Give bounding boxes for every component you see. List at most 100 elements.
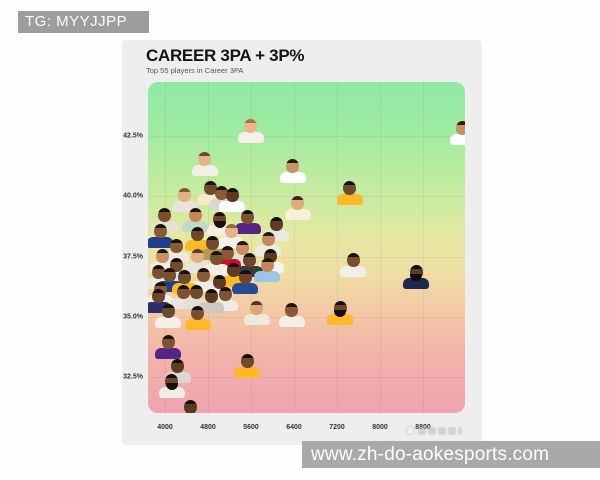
x-tick-label: 5600 bbox=[243, 424, 259, 431]
grid-line-y bbox=[148, 256, 465, 258]
player-avatar bbox=[403, 265, 430, 295]
y-tick-label: 35.0% bbox=[123, 313, 143, 321]
player-avatar bbox=[156, 267, 183, 298]
player-head bbox=[196, 267, 210, 282]
grid-line-y bbox=[148, 136, 465, 138]
watermark-glyph bbox=[438, 427, 446, 435]
player-jersey bbox=[279, 172, 306, 184]
plot-area bbox=[148, 82, 465, 413]
player-avatar bbox=[164, 359, 191, 389]
player-head bbox=[269, 217, 283, 232]
player-avatar bbox=[254, 258, 281, 288]
player-jersey bbox=[184, 319, 211, 331]
grid-line-y bbox=[148, 376, 465, 378]
player-head bbox=[240, 354, 254, 369]
player-avatar bbox=[184, 226, 211, 257]
player-jersey bbox=[336, 194, 363, 206]
grid-line-x bbox=[250, 82, 252, 413]
player-head bbox=[153, 224, 167, 239]
player-head bbox=[161, 303, 175, 318]
player-head bbox=[171, 359, 185, 374]
player-head bbox=[224, 224, 238, 239]
chart-subtitle: Top 55 players in Career 3PA bbox=[146, 66, 244, 75]
player-head bbox=[456, 120, 465, 135]
player-avatar bbox=[177, 400, 203, 413]
player-avatar bbox=[212, 287, 239, 317]
x-tick-label: 7200 bbox=[329, 424, 345, 431]
player-avatar bbox=[327, 301, 354, 331]
watermark-glyph bbox=[448, 427, 456, 435]
player-head bbox=[260, 258, 274, 273]
player-head bbox=[178, 188, 192, 203]
player-jersey bbox=[403, 278, 430, 290]
photo-watermark bbox=[406, 424, 462, 437]
player-jersey bbox=[278, 315, 305, 327]
player-avatar bbox=[232, 270, 259, 300]
player-avatar bbox=[220, 262, 247, 293]
player-avatar bbox=[206, 212, 233, 242]
grid-line-x bbox=[380, 82, 381, 413]
player-head bbox=[191, 248, 205, 263]
player-head bbox=[215, 185, 229, 200]
player-avatar bbox=[183, 284, 210, 315]
grid-line-x bbox=[423, 82, 425, 413]
grid-line-x bbox=[337, 82, 338, 413]
player-jersey bbox=[183, 297, 210, 309]
player-head bbox=[236, 241, 250, 256]
player-head bbox=[156, 248, 170, 263]
player-avatar bbox=[218, 224, 245, 254]
player-head bbox=[161, 335, 175, 350]
y-tick-label: 37.5% bbox=[123, 253, 143, 261]
player-jersey bbox=[219, 201, 246, 213]
player-head bbox=[261, 231, 275, 246]
player-jersey bbox=[263, 230, 290, 242]
player-head bbox=[213, 275, 227, 289]
player-jersey bbox=[449, 133, 465, 145]
player-head bbox=[291, 195, 305, 210]
player-jersey bbox=[184, 239, 211, 251]
player-jersey bbox=[340, 266, 367, 278]
player-avatar bbox=[336, 181, 363, 211]
player-avatar bbox=[163, 238, 190, 269]
player-jersey bbox=[218, 237, 245, 249]
player-jersey bbox=[206, 225, 233, 237]
watermark-glyph bbox=[458, 427, 462, 435]
player-avatar bbox=[219, 188, 246, 218]
player-head bbox=[178, 270, 192, 285]
player-jersey bbox=[155, 348, 182, 360]
player-beard bbox=[410, 274, 423, 282]
player-jersey bbox=[254, 271, 281, 283]
watermark-glyph bbox=[418, 427, 426, 435]
player-avatar bbox=[278, 302, 305, 333]
player-jersey bbox=[163, 251, 190, 263]
tg-badge: TG: MYYJJPP bbox=[18, 11, 149, 33]
player-head bbox=[244, 118, 258, 133]
player-jersey bbox=[284, 208, 311, 220]
grid-line-y bbox=[148, 196, 465, 198]
player-jersey bbox=[327, 314, 354, 326]
player-jersey bbox=[163, 271, 190, 283]
x-tick-label: 4000 bbox=[157, 424, 173, 431]
player-avatar bbox=[158, 373, 185, 404]
player-avatar bbox=[191, 152, 218, 182]
player-head bbox=[183, 400, 197, 413]
player-head bbox=[226, 262, 240, 277]
player-jersey bbox=[232, 283, 259, 295]
player-avatar bbox=[190, 267, 217, 298]
player-jersey bbox=[234, 367, 261, 379]
player-avatar bbox=[198, 289, 225, 319]
player-jersey bbox=[243, 314, 270, 326]
player-jersey bbox=[184, 261, 211, 273]
player-avatar bbox=[182, 207, 209, 238]
player-jersey bbox=[182, 220, 209, 232]
player-avatar bbox=[340, 253, 367, 283]
player-head bbox=[250, 301, 264, 316]
player-avatar bbox=[284, 195, 311, 226]
player-beard bbox=[165, 382, 178, 390]
player-avatar bbox=[229, 241, 256, 271]
player-jersey bbox=[237, 131, 264, 143]
player-jersey bbox=[158, 386, 185, 398]
player-avatar bbox=[184, 248, 211, 279]
player-jersey bbox=[212, 300, 239, 312]
